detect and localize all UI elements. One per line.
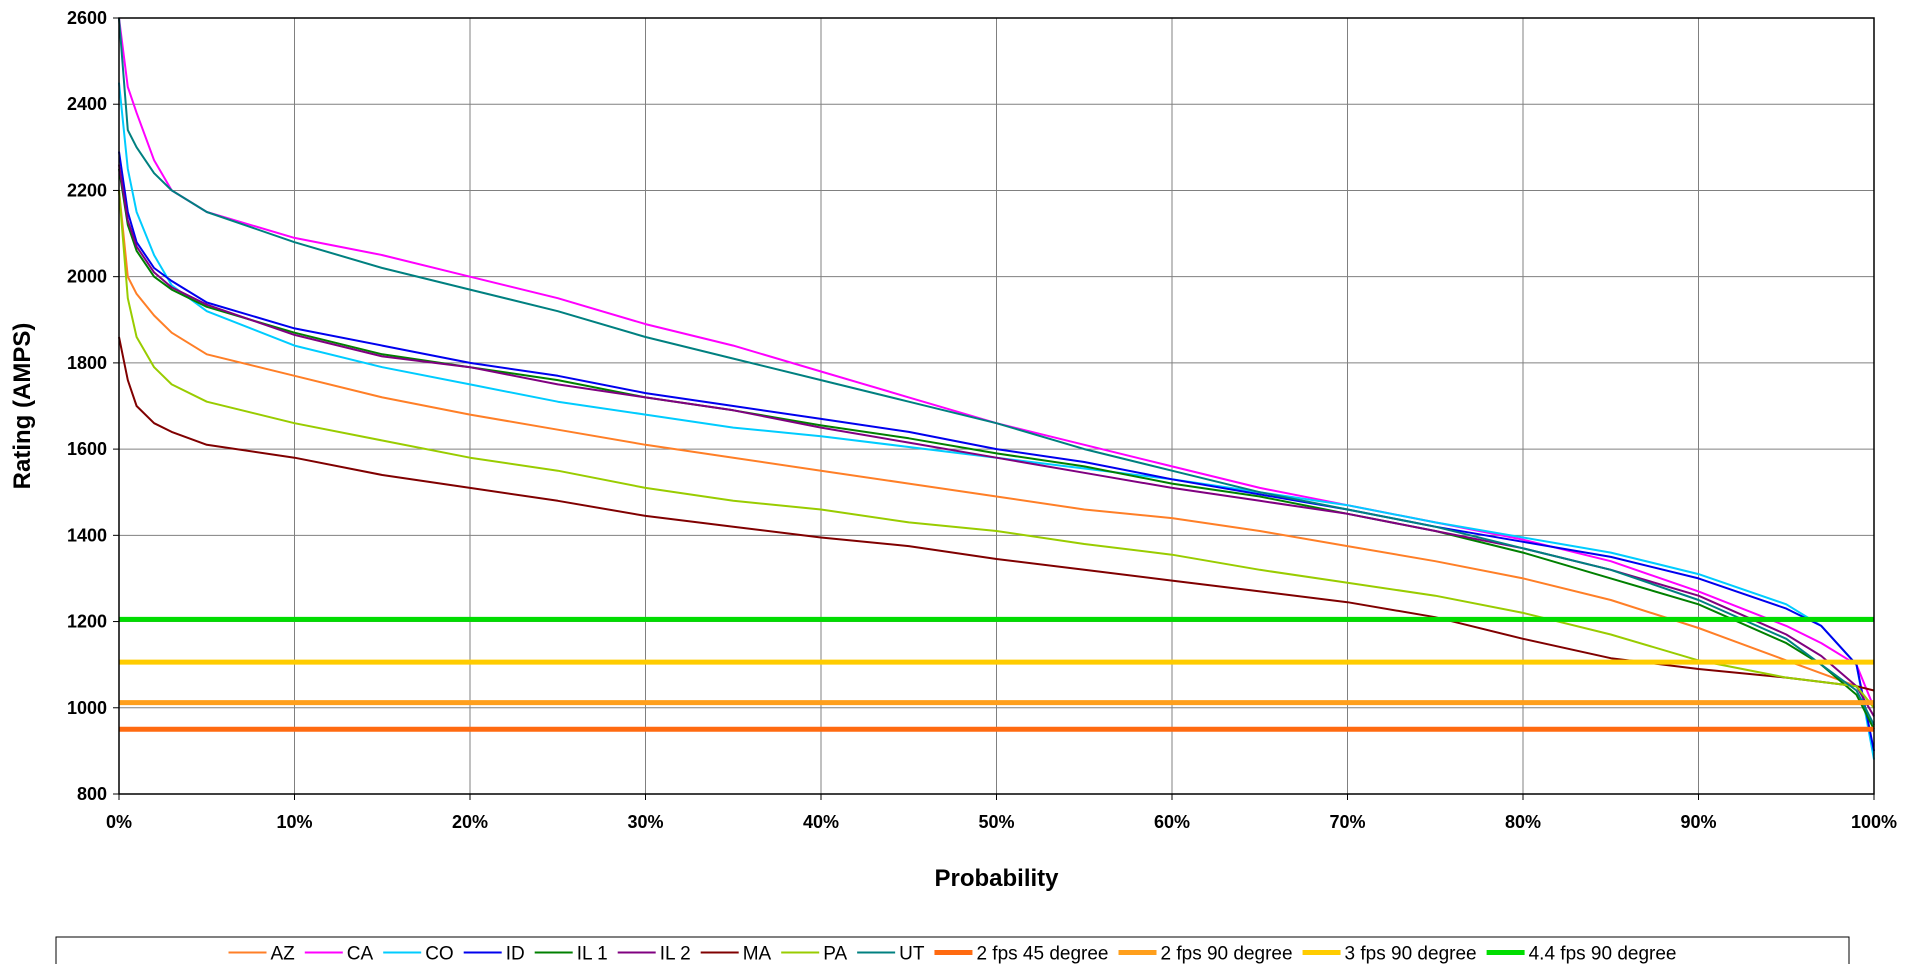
- y-tick-label: 800: [77, 784, 107, 804]
- x-axis-title: Probability: [934, 865, 1059, 892]
- x-tick-label: 20%: [452, 812, 488, 832]
- y-tick-label: 1000: [67, 698, 107, 718]
- y-tick-label: 1800: [67, 353, 107, 373]
- legend-label-4-4-fps-90-degree: 4.4 fps 90 degree: [1529, 944, 1677, 964]
- legend-label-pa: PA: [823, 944, 847, 964]
- legend-label-il-1: IL 1: [577, 944, 608, 964]
- y-tick-label: 1200: [67, 612, 107, 632]
- series-line-il-2: [118, 164, 1875, 717]
- series-layer: [118, 17, 1875, 760]
- grid-lines: [119, 18, 1874, 794]
- y-tick-label: 2600: [67, 8, 107, 28]
- x-tick-label: 80%: [1505, 812, 1541, 832]
- series-line-ma: [118, 336, 1875, 692]
- legend-label-2-fps-90-degree: 2 fps 90 degree: [1161, 944, 1293, 964]
- legend-label-az: AZ: [271, 944, 296, 964]
- legend-label-il-2: IL 2: [660, 944, 691, 964]
- x-tick-label: 60%: [1154, 812, 1190, 832]
- series-line-ut: [118, 17, 1875, 726]
- x-axis-ticks: 0% 10% 20% 30% 40% 50% 60% 70% 80% 90% 100%: [106, 794, 1897, 832]
- x-tick-label: 40%: [803, 812, 839, 832]
- x-tick-label: 10%: [276, 812, 312, 832]
- y-tick-label: 1600: [67, 439, 107, 459]
- legend-label-co: CO: [425, 944, 454, 964]
- x-tick-label: 50%: [978, 812, 1014, 832]
- y-tick-label: 2400: [67, 94, 107, 114]
- y-tick-label: 2000: [67, 267, 107, 287]
- legend-label-ma: MA: [743, 944, 772, 964]
- x-tick-label: 100%: [1851, 812, 1897, 832]
- x-tick-label: 0%: [106, 812, 132, 832]
- series-line-id: [118, 151, 1875, 752]
- y-axis-ticks: 800 1000 1200 1400 1600 1800 2000 2200 2400 2600: [67, 8, 119, 804]
- series-line-pa: [118, 190, 1875, 709]
- legend-label-ut: UT: [899, 944, 925, 964]
- legend: AZ CA CO ID IL 1 IL 2 MA PA UT 2 fps 45 degree 2 f…: [55, 936, 1850, 964]
- series-line-il-1: [118, 168, 1875, 730]
- y-tick-label: 1400: [67, 525, 107, 545]
- legend-label-ca: CA: [347, 944, 374, 964]
- x-tick-label: 30%: [627, 812, 663, 832]
- y-axis-title: Rating (AMPS): [9, 323, 36, 490]
- x-tick-label: 70%: [1329, 812, 1365, 832]
- x-tick-label: 90%: [1680, 812, 1716, 832]
- legend-label-3-fps-90-degree: 3 fps 90 degree: [1345, 944, 1477, 964]
- legend-label-2-fps-45-degree: 2 fps 45 degree: [976, 944, 1108, 964]
- y-tick-label: 2200: [67, 180, 107, 200]
- legend-label-id: ID: [506, 944, 525, 964]
